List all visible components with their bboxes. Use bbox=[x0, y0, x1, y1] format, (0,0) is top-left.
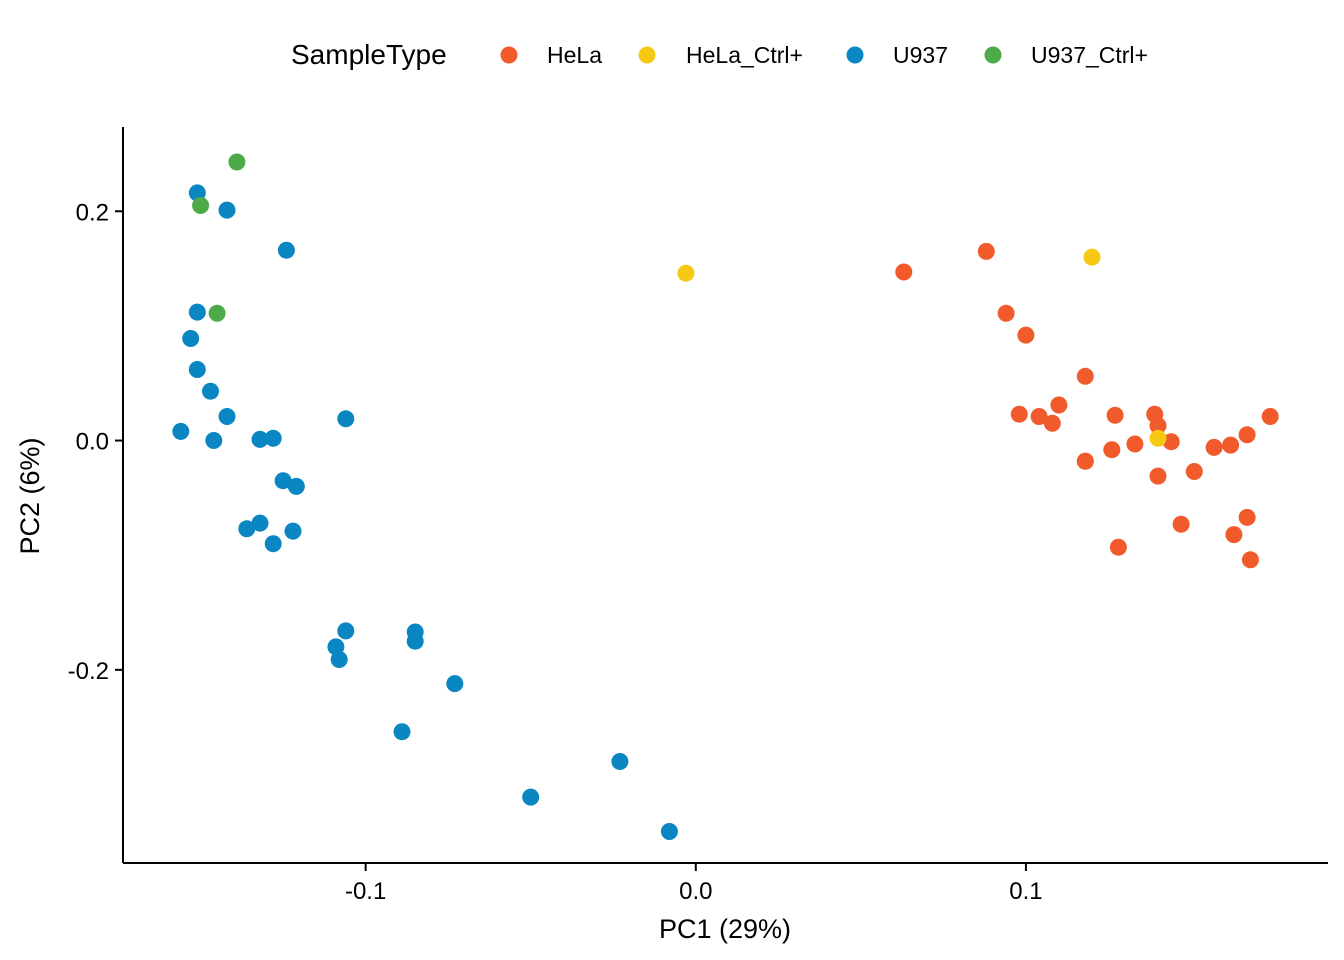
point-hela-2 bbox=[997, 304, 1015, 322]
point-hela-4 bbox=[1010, 405, 1028, 423]
legend-entry-hela-ctrl: HeLa_Ctrl+ bbox=[638, 42, 803, 68]
point-hela-12 bbox=[1103, 441, 1121, 459]
point-u937-16 bbox=[251, 514, 269, 532]
point-u937-14 bbox=[287, 477, 305, 495]
point-hela-7 bbox=[1050, 396, 1068, 414]
point-hela-24 bbox=[1238, 426, 1256, 444]
legend-label-u937: U937 bbox=[893, 42, 948, 68]
point-u937-13 bbox=[274, 472, 292, 490]
x-tick-label: -0.1 bbox=[345, 878, 386, 905]
point-u937-1 bbox=[218, 201, 236, 219]
x-tick-label: 0.1 bbox=[1009, 878, 1042, 905]
legend-key-u937 bbox=[846, 46, 864, 64]
plot-area: -0.1 0.0 0.1 -0.2 0.0 0.2 bbox=[68, 127, 1328, 905]
legend-label-hela-ctrl: HeLa_Ctrl+ bbox=[686, 42, 803, 68]
y-tick-label: -0.2 bbox=[68, 658, 109, 685]
point-hela-16 bbox=[1149, 417, 1167, 435]
point-hela-11 bbox=[1106, 406, 1124, 424]
point-u937-26 bbox=[522, 788, 540, 806]
legend-key-hela bbox=[500, 46, 518, 64]
point-hela-5 bbox=[1030, 408, 1048, 425]
point-hela-6 bbox=[1043, 414, 1061, 432]
point-hela-ctrl-2 bbox=[1149, 429, 1167, 447]
y-axis-ticks: -0.2 0.0 0.2 bbox=[68, 199, 123, 685]
point-hela-27 bbox=[1261, 408, 1279, 425]
y-tick-label: 0.0 bbox=[76, 429, 109, 456]
legend-entry-hela: HeLa bbox=[500, 42, 602, 68]
point-hela-10 bbox=[1076, 452, 1094, 470]
point-hela-1 bbox=[977, 242, 995, 260]
point-u937-5 bbox=[188, 361, 206, 378]
point-hela-21 bbox=[1205, 438, 1223, 456]
legend-key-hela-ctrl bbox=[638, 46, 656, 64]
y-axis-title: PC2 (6%) bbox=[15, 437, 45, 554]
x-axis-title: PC1 (29%) bbox=[659, 914, 791, 944]
point-hela-14 bbox=[1126, 435, 1144, 453]
point-hela-25 bbox=[1238, 508, 1256, 526]
legend-label-u937-ctrl: U937_Ctrl+ bbox=[1031, 42, 1148, 68]
point-u937-9 bbox=[205, 432, 223, 449]
point-hela-3 bbox=[1017, 326, 1035, 344]
point-u937-19 bbox=[337, 622, 355, 640]
point-u937-17 bbox=[264, 535, 282, 553]
point-u937-ctrl-0 bbox=[228, 153, 246, 171]
point-hela-ctrl-1 bbox=[1083, 248, 1101, 266]
point-u937-2 bbox=[277, 241, 295, 259]
point-hela-8 bbox=[1076, 367, 1094, 385]
point-u937-27 bbox=[611, 753, 629, 770]
point-u937-6 bbox=[202, 382, 219, 400]
point-u937-11 bbox=[264, 429, 282, 447]
x-axis-ticks: -0.1 0.0 0.1 bbox=[345, 863, 1043, 905]
point-hela-17 bbox=[1149, 467, 1167, 485]
point-u937-3 bbox=[188, 303, 206, 321]
point-u937-23 bbox=[406, 632, 424, 650]
y-tick-label: 0.2 bbox=[76, 199, 109, 226]
point-u937-ctrl-1 bbox=[192, 197, 210, 214]
point-u937-ctrl-2 bbox=[208, 304, 226, 322]
point-u937-24 bbox=[446, 675, 464, 693]
legend-entry-u937: U937 bbox=[846, 42, 948, 68]
point-u937-18 bbox=[284, 522, 302, 540]
point-hela-13 bbox=[1109, 538, 1127, 556]
point-u937-21 bbox=[330, 651, 348, 668]
legend-label-hela: HeLa bbox=[547, 42, 602, 68]
legend-key-u937-ctrl bbox=[984, 46, 1002, 64]
point-u937-10 bbox=[251, 430, 269, 448]
point-u937-12 bbox=[337, 410, 355, 428]
legend-title: SampleType bbox=[291, 39, 447, 70]
point-u937-4 bbox=[182, 330, 200, 347]
x-tick-label: 0.0 bbox=[679, 878, 712, 905]
point-u937-28 bbox=[660, 823, 678, 840]
point-hela-18 bbox=[1162, 433, 1180, 451]
point-hela-0 bbox=[895, 263, 913, 281]
data-points bbox=[172, 153, 1279, 840]
point-u937-8 bbox=[172, 422, 190, 440]
point-hela-19 bbox=[1172, 515, 1190, 533]
point-hela-23 bbox=[1225, 526, 1243, 544]
point-u937-7 bbox=[218, 408, 236, 425]
point-hela-22 bbox=[1222, 436, 1240, 454]
point-hela-26 bbox=[1241, 551, 1259, 569]
point-u937-15 bbox=[238, 520, 256, 538]
point-hela-ctrl-0 bbox=[677, 264, 695, 282]
legend-entry-u937-ctrl: U937_Ctrl+ bbox=[984, 42, 1148, 68]
point-u937-25 bbox=[393, 723, 411, 741]
legend: SampleType HeLa HeLa_Ctrl+ U937 U937_Ctr… bbox=[291, 39, 1148, 70]
point-hela-20 bbox=[1185, 463, 1203, 480]
